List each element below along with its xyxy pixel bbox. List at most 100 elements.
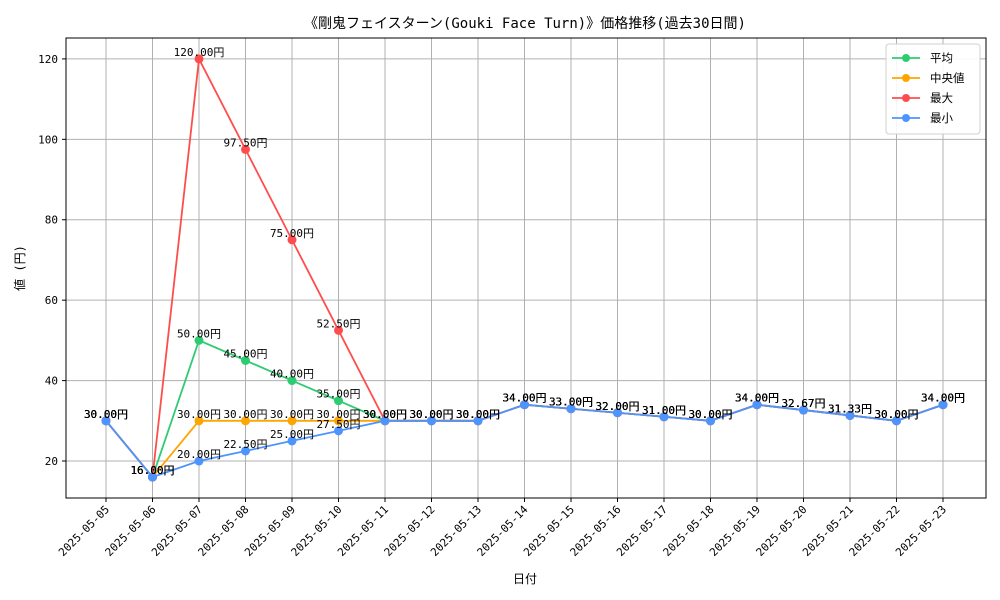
data-label: 31.00円 [642, 404, 686, 417]
data-label: 30.00円 [84, 408, 128, 421]
data-point [241, 144, 250, 154]
data-label: 30.00円 [409, 408, 453, 421]
data-label: 33.00円 [549, 396, 593, 409]
data-label: 32.00円 [595, 400, 639, 413]
x-axis-label: 日付 [513, 572, 537, 586]
y-tick-label: 20 [45, 455, 58, 468]
data-point [334, 426, 343, 436]
y-tick-label: 120 [38, 53, 58, 66]
data-label: 30.00円 [84, 408, 128, 421]
data-label: 33.00円 [549, 396, 593, 409]
data-label: 50.00円 [177, 327, 221, 340]
data-label: 31.33円 [828, 402, 872, 415]
legend-label: 平均 [930, 51, 953, 65]
data-point [334, 416, 343, 426]
data-point [613, 408, 622, 418]
data-label: 30.00円 [456, 408, 500, 421]
data-point [799, 405, 808, 415]
data-label: 30.00円 [84, 408, 128, 421]
legend-label: 中央値 [930, 71, 965, 85]
data-point [241, 416, 250, 426]
chart-title: 《剛鬼フェイスターン(Gouki Face Turn)》価格推移(過去30日間) [304, 16, 746, 32]
data-point [659, 412, 669, 422]
data-label: 34.00円 [735, 392, 779, 405]
data-point [287, 436, 297, 446]
data-point [241, 355, 250, 365]
data-label: 34.00円 [921, 392, 965, 405]
data-label: 30.00円 [363, 408, 407, 421]
data-label: 32.00円 [595, 400, 639, 413]
data-label: 34.00円 [921, 392, 965, 405]
legend-item: 平均 [892, 51, 953, 65]
data-point [194, 335, 204, 345]
legend-item: 中央値 [892, 71, 965, 85]
data-point [194, 416, 204, 426]
data-label: 34.00円 [502, 392, 546, 405]
data-label: 27.50円 [316, 418, 360, 431]
data-label: 34.00円 [735, 392, 779, 405]
data-label: 40.00円 [270, 368, 314, 381]
y-tick-label: 100 [38, 133, 58, 146]
data-label: 32.67円 [781, 397, 825, 410]
data-label: 16.00円 [130, 464, 174, 477]
data-point [101, 416, 111, 426]
series-3 [101, 400, 948, 482]
plot-frame [65, 37, 987, 499]
y-tick-label: 40 [45, 375, 58, 388]
y-axis-ticks: 20 40 60 80 100 120 [38, 53, 66, 468]
data-label: 32.00円 [595, 400, 639, 413]
data-label: 31.33円 [828, 402, 872, 415]
data-label: 30.00円 [84, 408, 128, 421]
data-label: 32.67円 [781, 397, 825, 410]
data-label: 33.00円 [549, 396, 593, 409]
data-point [334, 396, 343, 406]
data-label: 30.00円 [456, 408, 500, 421]
legend-swatch-marker [902, 74, 910, 82]
data-label: 30.00円 [874, 408, 918, 421]
data-label: 120.00円 [174, 46, 225, 59]
data-label: 35.00円 [316, 388, 360, 401]
y-tick-label: 80 [45, 214, 58, 227]
data-point [287, 376, 297, 386]
legend-item: 最大 [892, 91, 953, 105]
data-point [427, 416, 436, 426]
data-label: 30.00円 [409, 408, 453, 421]
data-label: 31.00円 [642, 404, 686, 417]
data-label: 30.00円 [409, 408, 453, 421]
data-label: 30.00円 [688, 408, 732, 421]
legend-swatch-marker [902, 114, 910, 122]
data-point [241, 446, 250, 456]
data-point [473, 416, 483, 426]
data-label: 30.00円 [270, 408, 314, 421]
data-label: 16.00円 [130, 464, 174, 477]
data-point [380, 416, 390, 426]
data-label: 16.00円 [130, 464, 174, 477]
data-label: 30.00円 [874, 408, 918, 421]
data-point [334, 325, 343, 335]
data-point [194, 54, 204, 64]
data-point [938, 400, 948, 410]
data-label: 30.00円 [456, 408, 500, 421]
data-label: 22.50円 [223, 438, 267, 451]
data-label: 30.00円 [363, 408, 407, 421]
data-label: 34.00円 [921, 392, 965, 405]
data-label: 34.00円 [502, 392, 546, 405]
data-labels-layer: 30.00円16.00円50.00円45.00円40.00円35.00円30.0… [84, 46, 965, 477]
legend-item: 最小 [892, 111, 953, 125]
data-point [706, 416, 715, 426]
data-point [892, 416, 901, 426]
y-axis-label: 値 (円) [12, 245, 27, 291]
x-axis-ticks: 2025-05-052025-05-062025-05-072025-05-08… [56, 498, 949, 559]
data-label: 31.33円 [828, 402, 872, 415]
data-label: 32.67円 [781, 397, 825, 410]
data-label: 52.50円 [316, 317, 360, 330]
data-point [287, 235, 297, 245]
data-label: 30.00円 [874, 408, 918, 421]
data-label: 34.00円 [921, 392, 965, 405]
data-label: 31.00円 [642, 404, 686, 417]
series-layer [101, 54, 948, 482]
data-label: 30.00円 [316, 408, 360, 421]
data-label: 75.00円 [270, 227, 314, 240]
y-tick-label: 60 [45, 294, 58, 307]
